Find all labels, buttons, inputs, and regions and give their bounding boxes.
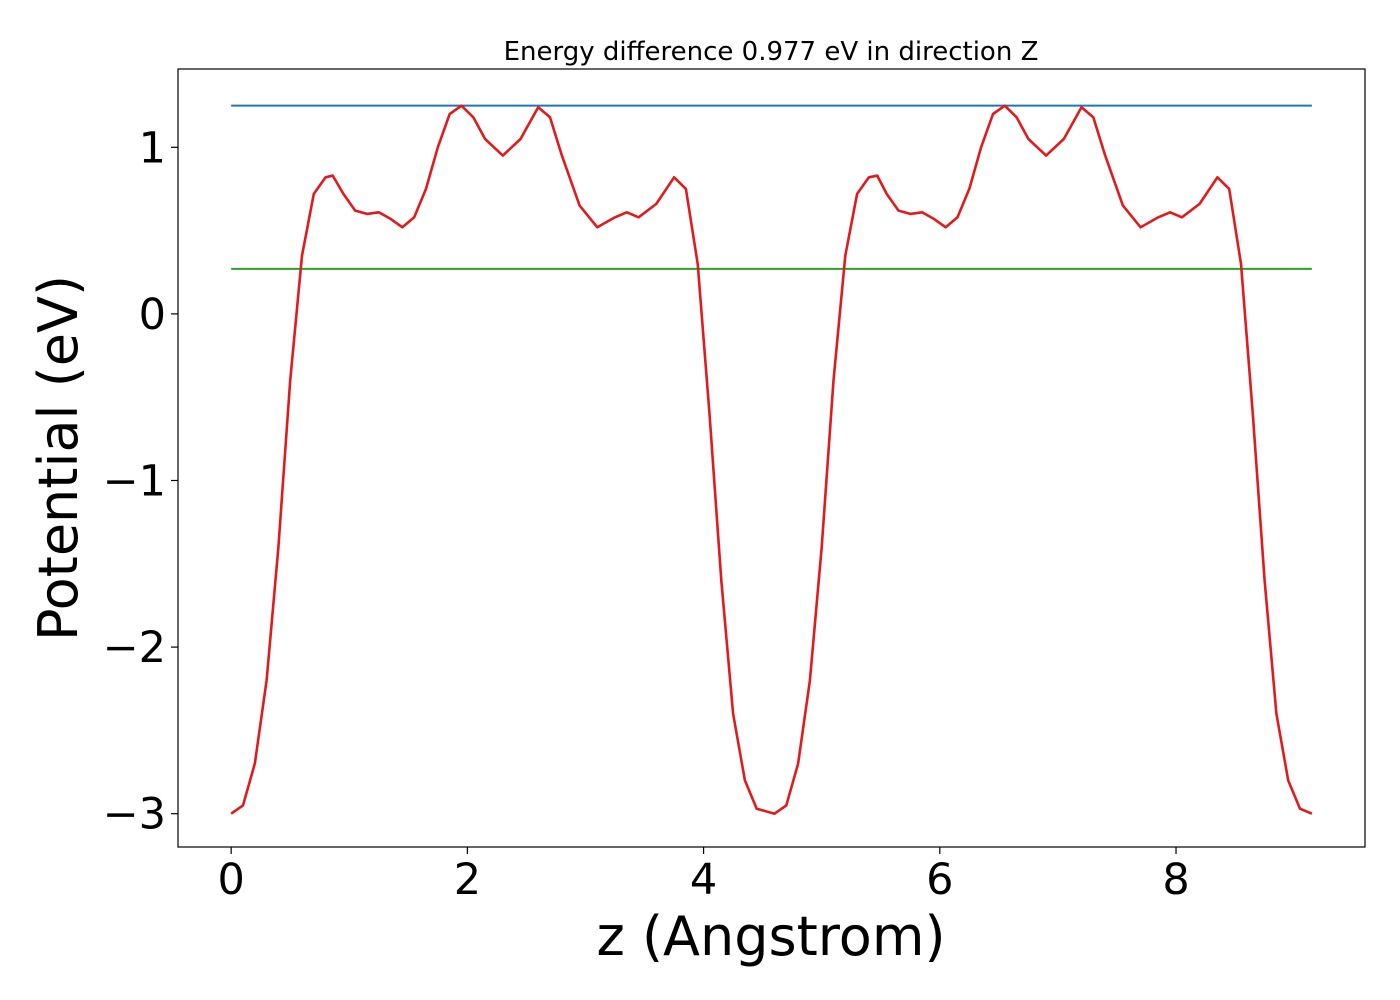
x-tick-label: 2 — [454, 855, 481, 905]
potential-series-line — [230, 104, 1313, 816]
axes-frame — [177, 68, 1366, 848]
plot-area — [230, 104, 1313, 816]
x-axis-label: z (Angstrom) — [596, 905, 945, 968]
x-tick-label: 4 — [690, 855, 717, 905]
x-tick-label: 0 — [217, 855, 244, 905]
y-axis-label: Potential (eV) — [27, 275, 90, 641]
x-axis: 0 2 4 6 8 — [217, 847, 1190, 905]
x-tick-label: 6 — [926, 855, 953, 905]
x-tick-label: 8 — [1162, 855, 1189, 905]
y-tick-label: −1 — [103, 456, 166, 506]
y-tick-label: −2 — [103, 623, 166, 673]
chart-title: Energy difference 0.977 eV in direction … — [504, 37, 1039, 67]
y-tick-label: 1 — [139, 123, 166, 173]
y-tick-label: −3 — [103, 790, 166, 840]
y-axis: −3 −2 −1 0 1 — [103, 123, 178, 840]
y-tick-label: 0 — [139, 290, 166, 340]
